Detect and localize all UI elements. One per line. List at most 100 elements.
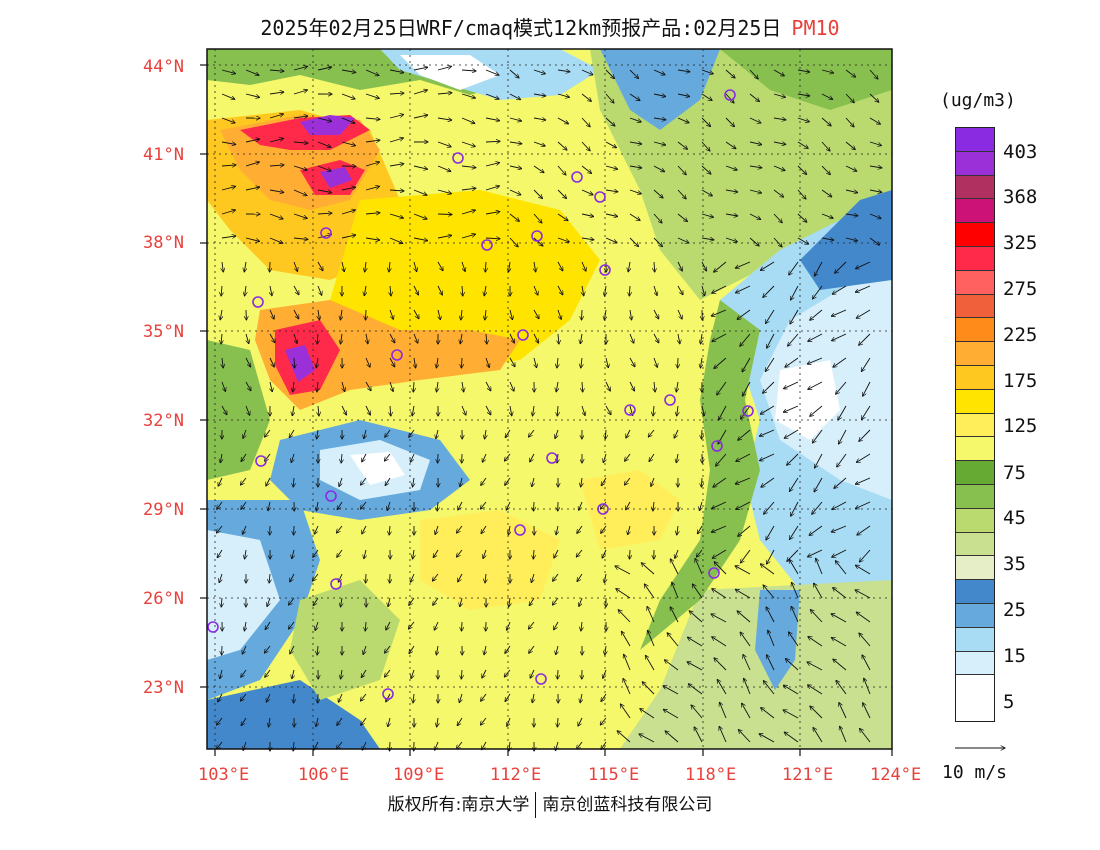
west-green bbox=[207, 340, 270, 480]
city-marker bbox=[452, 152, 464, 164]
lat-label-44: 44°N bbox=[143, 57, 184, 77]
cbar-swatch bbox=[956, 413, 994, 438]
lon-label-112: 112°E bbox=[490, 765, 542, 785]
chart-title: 2025年02月25日WRF/cmaq模式12km预报产品:02月25日 PM10 bbox=[0, 12, 1100, 41]
lon-label-106: 106°E bbox=[298, 765, 350, 785]
city-marker bbox=[517, 329, 529, 341]
south-yellow bbox=[420, 510, 560, 610]
city-marker bbox=[207, 621, 219, 633]
city-marker bbox=[514, 524, 526, 536]
city-marker bbox=[597, 503, 609, 515]
city-markers bbox=[207, 89, 754, 700]
lat-label-23: 23°N bbox=[143, 678, 184, 698]
cbar-swatch bbox=[956, 128, 994, 152]
north-purple bbox=[300, 115, 355, 135]
cbar-swatch bbox=[956, 318, 994, 343]
city-marker bbox=[724, 89, 736, 101]
cbar-swatch bbox=[956, 580, 994, 604]
southwest-light bbox=[207, 530, 280, 660]
cbar-swatch bbox=[956, 461, 994, 485]
cbar-label-175: 175 bbox=[1003, 370, 1038, 392]
lat-label-38: 38°N bbox=[143, 233, 184, 253]
city-marker bbox=[531, 230, 543, 242]
title-text: 2025年02月25日WRF/cmaq模式12km预报产品:02月25日 bbox=[260, 16, 782, 40]
cbar-swatch bbox=[956, 294, 994, 319]
cbar-label-5: 5 bbox=[1003, 691, 1015, 713]
zone-north-white bbox=[400, 55, 500, 90]
cbar-label-15: 15 bbox=[1003, 645, 1026, 667]
lat-label-29: 29°N bbox=[143, 500, 184, 520]
cbar-swatch bbox=[956, 532, 994, 557]
city-marker bbox=[546, 452, 558, 464]
south-blue bbox=[207, 680, 380, 749]
cbar-label-125: 125 bbox=[1003, 415, 1038, 437]
cbar-swatch bbox=[956, 199, 994, 224]
city-marker bbox=[571, 171, 583, 183]
south-green bbox=[290, 580, 400, 700]
lon-label-121: 121°E bbox=[782, 765, 834, 785]
cbar-swatch bbox=[956, 151, 994, 176]
cbar-label-35: 35 bbox=[1003, 553, 1026, 575]
city-marker bbox=[599, 264, 611, 276]
city-marker bbox=[624, 404, 636, 416]
sea-south-green bbox=[620, 580, 892, 749]
city-marker bbox=[708, 567, 720, 579]
cbar-swatch bbox=[956, 223, 994, 247]
cbar-swatch bbox=[956, 675, 994, 700]
city-marker bbox=[255, 455, 267, 467]
coast-green bbox=[640, 300, 760, 650]
unit-label: (ug/m3) bbox=[940, 90, 1016, 111]
color-bar bbox=[955, 127, 995, 722]
city-marker bbox=[382, 688, 394, 700]
pollutant-label: PM10 bbox=[791, 16, 840, 40]
cbar-label-25: 25 bbox=[1003, 599, 1026, 621]
city-marker bbox=[742, 405, 754, 417]
cbar-swatch bbox=[956, 627, 994, 652]
footer-separator bbox=[535, 792, 537, 818]
sea-dark-blue bbox=[800, 190, 892, 290]
lat-label-41: 41°N bbox=[143, 145, 184, 165]
cbar-swatch bbox=[956, 270, 994, 295]
city-marker bbox=[330, 578, 342, 590]
footer: 版权所有:南京大学 南京创蓝科技有限公司 bbox=[0, 790, 1100, 818]
north-purple2 bbox=[320, 167, 352, 188]
cbar-swatch bbox=[956, 484, 994, 509]
sea-white bbox=[775, 360, 840, 440]
city-marker bbox=[325, 490, 337, 502]
cbar-swatch bbox=[956, 508, 994, 533]
cbar-swatch bbox=[956, 603, 994, 628]
city-marker bbox=[535, 673, 547, 685]
taiwan-blue bbox=[755, 590, 800, 690]
city-marker bbox=[252, 296, 264, 308]
city-marker bbox=[711, 440, 723, 452]
guanzhong-purple bbox=[285, 345, 315, 382]
lat-label-35: 35°N bbox=[143, 322, 184, 342]
cbar-swatch bbox=[956, 342, 994, 366]
lon-label-115: 115°E bbox=[588, 765, 640, 785]
city-marker bbox=[320, 227, 332, 239]
city-marker bbox=[391, 349, 403, 361]
cbar-swatch bbox=[956, 389, 994, 414]
cbar-label-325: 325 bbox=[1003, 232, 1038, 254]
axis-ticks bbox=[200, 64, 893, 756]
zone-ne-green2 bbox=[720, 49, 892, 110]
cbar-swatch bbox=[956, 365, 994, 390]
lon-label-103: 103°E bbox=[198, 765, 250, 785]
copyright-text: 版权所有:南京大学 bbox=[387, 795, 530, 815]
map-frame bbox=[206, 48, 893, 750]
city-marker bbox=[664, 394, 676, 406]
lon-label-109: 109°E bbox=[393, 765, 445, 785]
cbar-label-275: 275 bbox=[1003, 278, 1038, 300]
vector-scale-label: 10 m/s bbox=[942, 762, 1008, 783]
lon-label-118: 118°E bbox=[685, 765, 737, 785]
city-marker bbox=[481, 239, 493, 251]
lat-label-26: 26°N bbox=[143, 589, 184, 609]
cbar-swatch bbox=[956, 246, 994, 271]
cbar-label-368: 368 bbox=[1003, 186, 1038, 208]
lon-label-124: 124°E bbox=[870, 765, 922, 785]
cbar-swatch bbox=[956, 651, 994, 676]
cbar-swatch bbox=[956, 175, 994, 200]
cbar-label-225: 225 bbox=[1003, 324, 1038, 346]
cbar-swatch bbox=[956, 437, 994, 462]
